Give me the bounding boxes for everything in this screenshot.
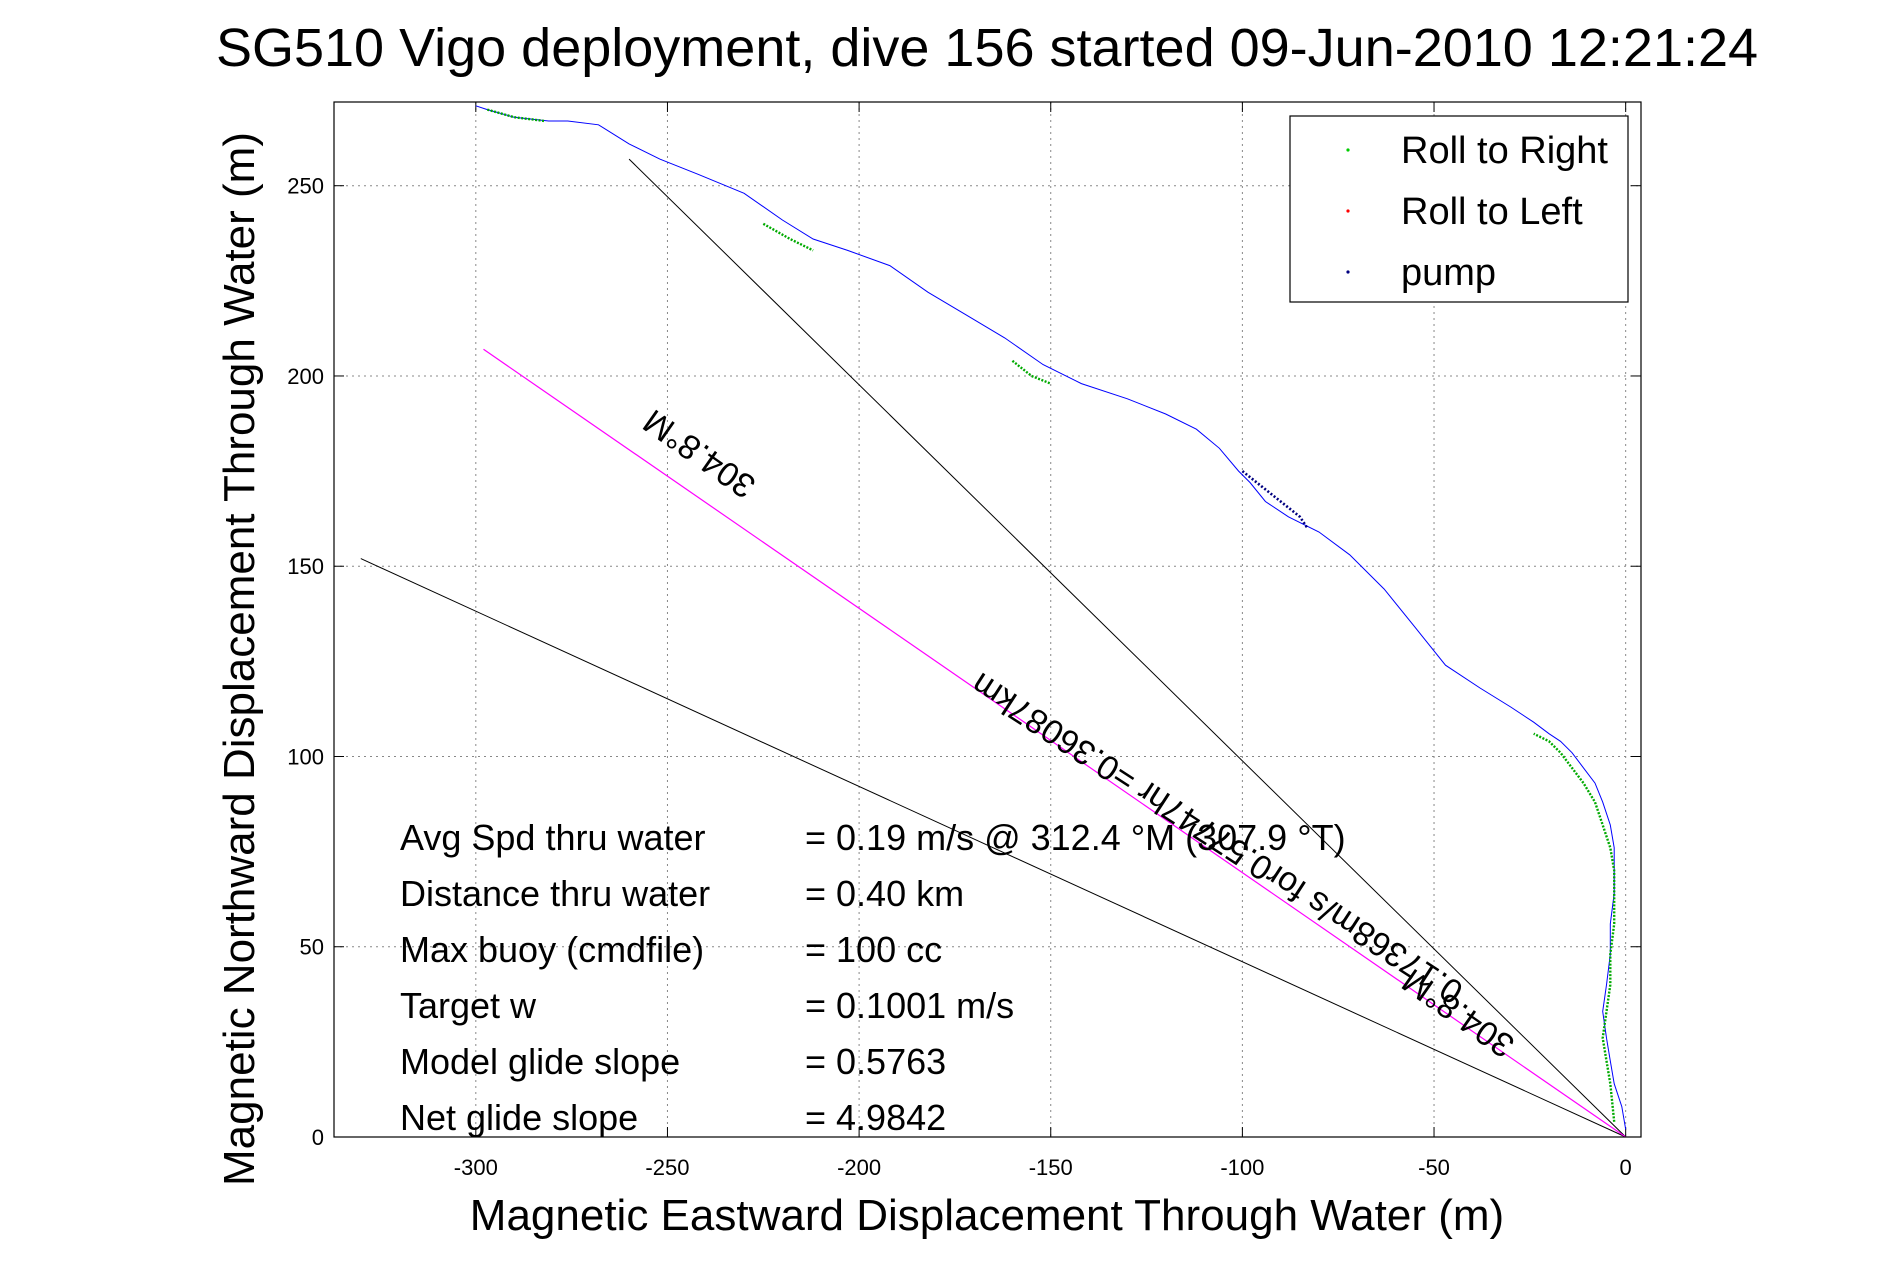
y-tick-label: 150 <box>287 554 324 579</box>
axis-ticks: -300 -250 -200 -150 -100 -50 0 0 50 100 150 200 250 <box>287 102 1641 1180</box>
legend-entry: pump <box>1401 252 1496 294</box>
legend-box <box>1289 115 1629 303</box>
rotated-label: 304.8°M <box>637 402 763 506</box>
x-axis-label: Magnetic Eastward Displacement Through W… <box>470 1191 1504 1240</box>
y-tick-label: 50 <box>300 935 324 960</box>
stat-label: Target w <box>400 985 537 1026</box>
x-tick-label: -100 <box>1220 1155 1264 1180</box>
legend-marker <box>1346 270 1350 274</box>
stat-value: = 0.1001 m/s <box>805 985 1014 1026</box>
reference-line <box>360 558 1626 1138</box>
x-tick-label: -250 <box>645 1155 689 1180</box>
roll-right-segment <box>1533 732 1616 1122</box>
x-tick-label: -300 <box>454 1155 498 1180</box>
chart-title: SG510 Vigo deployment, dive 156 started … <box>216 18 1758 78</box>
legend-entry: Roll to Right <box>1401 130 1608 172</box>
stat-value: = 0.5763 <box>805 1041 946 1082</box>
x-tick-label: -50 <box>1418 1155 1450 1180</box>
legend: Roll to Right Roll to Left pump <box>1289 115 1629 303</box>
stat-label: Model glide slope <box>400 1041 680 1082</box>
roll-right-segment <box>486 108 545 123</box>
heading-line <box>483 348 1627 1138</box>
stat-value: = 0.40 km <box>805 873 964 914</box>
y-tick-label: 100 <box>287 744 324 769</box>
stat-value: = 100 cc <box>805 929 942 970</box>
legend-entry: Roll to Left <box>1401 191 1583 233</box>
stat-value: = 4.9842 <box>805 1097 946 1138</box>
roll-right-segment <box>762 222 814 252</box>
stat-label: Distance thru water <box>400 873 710 914</box>
stat-label: Net glide slope <box>400 1097 638 1138</box>
stat-value: = 0.19 m/s @ 312.4 °M (307.9 °T) <box>805 817 1346 858</box>
plot-frame <box>333 101 1642 1138</box>
y-tick-label: 250 <box>287 174 324 199</box>
x-tick-label: -150 <box>1029 1155 1073 1180</box>
stat-label: Max buoy (cmdfile) <box>400 929 704 970</box>
y-axis-label: Magnetic Northward Displacement Through … <box>215 132 264 1186</box>
pump-segment <box>1241 470 1309 529</box>
legend-marker <box>1346 209 1350 213</box>
stat-label: Avg Spd thru water <box>400 817 706 858</box>
series-layer <box>360 105 1627 1138</box>
x-tick-label: 0 <box>1620 1155 1632 1180</box>
y-tick-label: 200 <box>287 364 324 389</box>
y-tick-label: 0 <box>312 1125 324 1150</box>
reference-line <box>628 158 1627 1138</box>
legend-marker <box>1346 148 1350 152</box>
stats-block: Avg Spd thru water = 0.19 m/s @ 312.4 °M … <box>400 817 1346 1138</box>
roll-right-segment <box>1011 359 1052 385</box>
x-tick-label: -200 <box>837 1155 881 1180</box>
